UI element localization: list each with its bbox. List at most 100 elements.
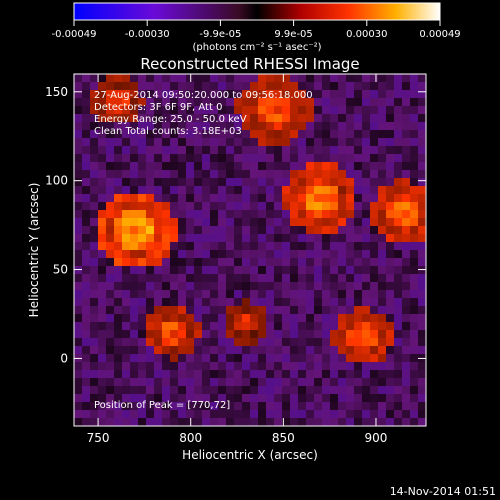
heatmap-cell xyxy=(74,402,82,410)
heatmap-cell xyxy=(106,146,114,154)
heatmap-cell xyxy=(386,410,394,418)
heatmap-cell xyxy=(250,394,258,402)
heatmap-cell xyxy=(226,162,234,170)
heatmap-cell xyxy=(146,178,154,186)
heatmap-cell xyxy=(98,114,106,122)
heatmap-cell xyxy=(322,410,330,418)
heatmap-cell xyxy=(306,362,314,370)
heatmap-cell xyxy=(90,130,98,138)
heatmap-cell xyxy=(274,106,282,114)
heatmap-cell xyxy=(218,114,226,122)
heatmap-cell xyxy=(146,82,154,90)
heatmap-cell xyxy=(338,122,346,130)
heatmap-cell xyxy=(90,234,98,242)
heatmap-cell xyxy=(138,226,146,234)
heatmap-cell xyxy=(226,346,234,354)
heatmap-cell xyxy=(114,186,122,194)
heatmap-cell xyxy=(306,306,314,314)
heatmap-cell xyxy=(346,210,354,218)
heatmap-cell xyxy=(114,170,122,178)
heatmap-cell xyxy=(298,250,306,258)
heatmap-cell xyxy=(274,402,282,410)
heatmap-cell xyxy=(330,402,338,410)
heatmap-cell xyxy=(346,202,354,210)
heatmap-cell xyxy=(122,82,130,90)
heatmap-cell xyxy=(178,162,186,170)
heatmap-cell xyxy=(314,90,322,98)
heatmap-cell xyxy=(226,362,234,370)
heatmap-cell xyxy=(394,218,402,226)
heatmap-cell xyxy=(290,242,298,250)
heatmap-cell xyxy=(258,194,266,202)
heatmap-cell xyxy=(418,234,426,242)
heatmap-cell xyxy=(250,146,258,154)
heatmap-cell xyxy=(330,234,338,242)
heatmap-cell xyxy=(394,314,402,322)
heatmap-cell xyxy=(258,170,266,178)
heatmap-cell xyxy=(298,218,306,226)
heatmap-cell xyxy=(218,194,226,202)
heatmap-cell xyxy=(346,314,354,322)
heatmap-cell xyxy=(274,322,282,330)
heatmap-cell xyxy=(322,314,330,322)
heatmap-cell xyxy=(266,378,274,386)
heatmap-cell xyxy=(402,290,410,298)
heatmap-cell xyxy=(210,410,218,418)
heatmap-cell xyxy=(306,106,314,114)
heatmap-cell xyxy=(274,330,282,338)
heatmap-cell xyxy=(410,138,418,146)
heatmap-cell xyxy=(338,146,346,154)
heatmap-cell xyxy=(202,162,210,170)
heatmap-cell xyxy=(210,194,218,202)
heatmap-cell xyxy=(202,242,210,250)
heatmap-cell xyxy=(370,146,378,154)
heatmap-cell xyxy=(402,298,410,306)
heatmap-cell xyxy=(290,82,298,90)
heatmap-cell xyxy=(122,194,130,202)
heatmap-cell xyxy=(194,162,202,170)
heatmap-cell xyxy=(202,330,210,338)
heatmap-cell xyxy=(122,402,130,410)
heatmap-cell xyxy=(162,306,170,314)
heatmap-cell xyxy=(194,122,202,130)
heatmap-cell xyxy=(242,418,250,426)
heatmap-cell xyxy=(362,306,370,314)
heatmap-cell xyxy=(338,250,346,258)
heatmap-cell xyxy=(170,74,178,82)
heatmap-cell xyxy=(114,282,122,290)
heatmap-cell xyxy=(282,298,290,306)
heatmap-cell xyxy=(274,314,282,322)
heatmap-cell xyxy=(386,418,394,426)
heatmap-cell xyxy=(154,146,162,154)
heatmap-cell xyxy=(74,82,82,90)
heatmap-cell xyxy=(74,170,82,178)
heatmap-cell xyxy=(410,394,418,402)
heatmap-cell xyxy=(306,410,314,418)
heatmap-cell xyxy=(98,370,106,378)
y-tick-label: 50 xyxy=(53,263,68,277)
heatmap-cell xyxy=(402,106,410,114)
heatmap-cell xyxy=(330,418,338,426)
heatmap-cell xyxy=(186,106,194,114)
heatmap-cell xyxy=(226,378,234,386)
heatmap-cell xyxy=(226,354,234,362)
heatmap-cell xyxy=(282,274,290,282)
heatmap-cell xyxy=(330,226,338,234)
heatmap-cell xyxy=(138,418,146,426)
heatmap-cell xyxy=(354,90,362,98)
heatmap-cell xyxy=(306,178,314,186)
heatmap-cell xyxy=(258,402,266,410)
heatmap-cell xyxy=(106,322,114,330)
heatmap-cell xyxy=(266,178,274,186)
heatmap-cell xyxy=(394,258,402,266)
heatmap-cell xyxy=(146,378,154,386)
heatmap-cell xyxy=(290,282,298,290)
heatmap-cell xyxy=(242,250,250,258)
heatmap-cell xyxy=(362,162,370,170)
heatmap-cell xyxy=(346,394,354,402)
heatmap-cell xyxy=(282,194,290,202)
heatmap-cell xyxy=(130,202,138,210)
heatmap-cell xyxy=(98,138,106,146)
heatmap-cell xyxy=(106,290,114,298)
heatmap-cell xyxy=(274,386,282,394)
